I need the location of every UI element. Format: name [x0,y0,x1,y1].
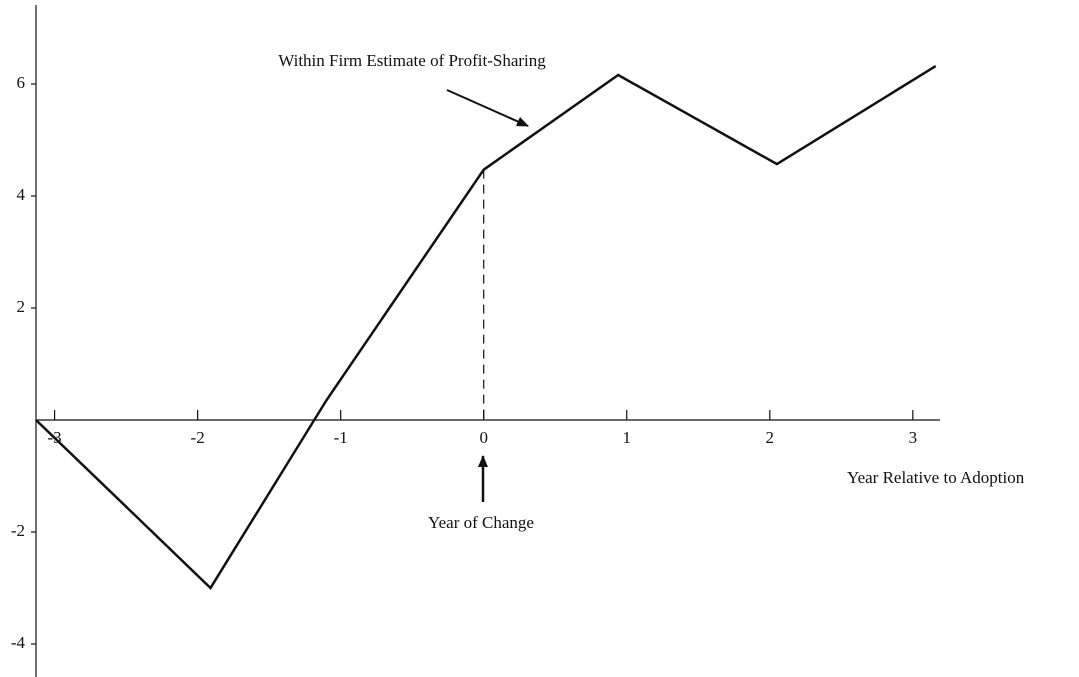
line [35,65,937,590]
annotation-arrow [446,89,529,127]
x-tick-label: 1 [622,428,631,447]
y-tick-label: 6 [17,73,26,92]
x-tick-label: 0 [479,428,488,447]
y-tick-label: -2 [11,521,25,540]
x-tick-label: -2 [191,428,205,447]
x-tick-label: 3 [909,428,918,447]
x-tick-label: 2 [766,428,775,447]
annotation: Year of Change [428,513,534,532]
x-axis-label: Year Relative to Adoption [847,468,1025,487]
y-tick-label: 4 [17,185,26,204]
x-tick-label: -1 [334,428,348,447]
y-tick-label: 2 [17,297,26,316]
annotation: Within Firm Estimate of Profit-Sharing [278,51,546,70]
y-tick-label: -4 [11,633,26,652]
